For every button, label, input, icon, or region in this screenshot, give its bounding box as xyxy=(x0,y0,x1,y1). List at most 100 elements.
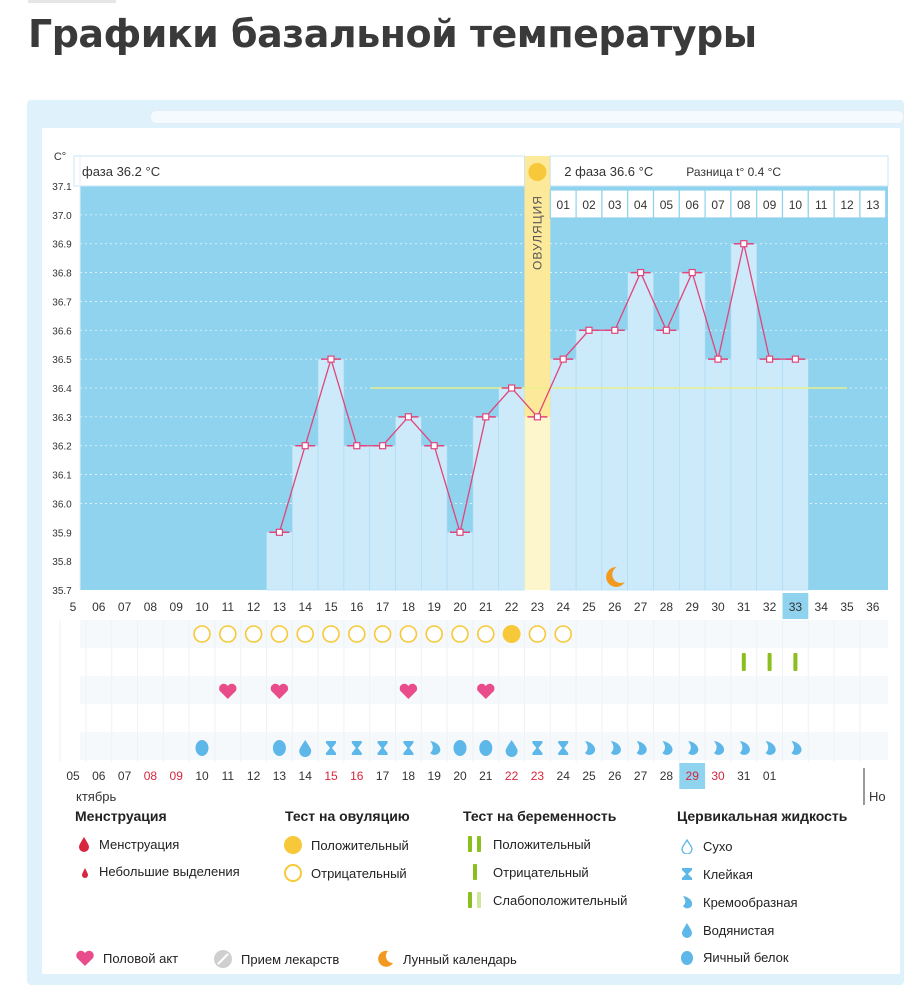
cycle-day-label: 34 xyxy=(815,600,829,614)
cycle-day-label: 25 xyxy=(582,600,596,614)
temperature-point xyxy=(662,326,671,334)
y-tick-label: 37.1 xyxy=(52,182,72,193)
creamy-fluid-icon xyxy=(585,741,596,755)
post-ovulation-day-label: 05 xyxy=(660,198,674,212)
post-ovulation-day-label: 04 xyxy=(634,198,648,212)
calendar-date-label: 22 xyxy=(505,769,519,783)
temp-bar xyxy=(498,387,525,591)
temp-bar xyxy=(549,358,577,591)
ovulation-test-negative-icon xyxy=(554,625,573,643)
legend-cervical-creamy: Кремообразная xyxy=(679,894,798,910)
yellow-circle-icon xyxy=(284,836,302,854)
temperature-point xyxy=(508,384,516,392)
post-ovulation-day-label: 09 xyxy=(763,198,777,212)
temp-bar xyxy=(420,445,448,591)
y-axis-unit: C° xyxy=(54,151,66,163)
cycle-day-label: 12 xyxy=(247,600,261,614)
cycle-day-label: 32 xyxy=(763,600,777,614)
ovulation-test-positive-icon xyxy=(502,625,521,643)
legend-ovulation-positive: Положительный xyxy=(283,835,409,855)
legend-ovulation-positive-label: Положительный xyxy=(311,837,409,853)
post-ovulation-day-cell xyxy=(652,189,680,219)
phase1-box xyxy=(73,155,525,187)
cycle-day-label: 5 xyxy=(70,600,77,614)
legend-intercourse: Половой акт xyxy=(75,949,178,967)
sticky-fluid-icon xyxy=(532,741,543,755)
calendar-date-label: 24 xyxy=(557,769,571,783)
marker-row-bg xyxy=(80,760,888,788)
cycle-day-label: 33 xyxy=(789,600,803,614)
legend-pregnancy-weak: Слабоположительный xyxy=(465,891,627,909)
temp-bar xyxy=(575,329,603,591)
calendar-date-label: 16 xyxy=(350,769,364,783)
legend-cervical-sticky-label: Клейкая xyxy=(703,866,753,882)
ovulation-test-negative-icon xyxy=(476,625,495,643)
calendar-date-label: 08 xyxy=(144,769,158,783)
legend-ovulation-negative-label: Отрицательный xyxy=(311,865,407,881)
temp-bar xyxy=(472,416,499,591)
temp-bar xyxy=(395,416,422,591)
cycle-day-label: 21 xyxy=(479,600,493,614)
calendar-date-label: 18 xyxy=(402,769,416,783)
calendar-date-highlight xyxy=(679,763,706,789)
heart-icon xyxy=(477,683,495,699)
egg-white-icon xyxy=(479,740,493,756)
y-tick-label: 36.9 xyxy=(52,240,72,251)
y-tick-label: 36.1 xyxy=(52,471,72,482)
page-title: Графики базальной температуры xyxy=(28,12,757,56)
y-tick-label: 35.9 xyxy=(52,528,72,539)
legend-cervical-creamy-label: Кремообразная xyxy=(703,894,798,910)
pregnancy-test-icon xyxy=(741,653,746,671)
cycle-day-label: 06 xyxy=(92,600,106,614)
post-ovulation-day-label: 06 xyxy=(686,198,700,212)
y-tick-label: 35.8 xyxy=(52,557,72,568)
egg-white-icon xyxy=(272,740,286,756)
temperature-point xyxy=(533,413,542,421)
post-ovulation-day-label: 11 xyxy=(815,198,828,212)
cycle-day-label: 35 xyxy=(840,600,854,614)
y-tick-label: 36.0 xyxy=(52,499,72,510)
temperature-point xyxy=(636,268,645,277)
temp-bar xyxy=(756,358,783,591)
calendar-date-label: 15 xyxy=(324,769,338,783)
temp-bar xyxy=(782,358,809,591)
legend-pregnancy-negative: Отрицательный xyxy=(465,863,589,881)
calendar-date-label: 06 xyxy=(92,769,106,783)
ovulation-test-negative-icon xyxy=(347,625,366,643)
temperature-point xyxy=(688,268,696,277)
cycle-day-label: 27 xyxy=(634,600,648,614)
legend-pregnancy-negative-label: Отрицательный xyxy=(493,864,589,880)
temp-bar xyxy=(446,531,474,591)
cycle-day-label: 11 xyxy=(222,600,235,614)
difference-label: Разница t° 0.4 °C xyxy=(686,165,781,179)
temperature-point xyxy=(611,326,619,334)
y-tick-label: 35.7 xyxy=(52,586,72,597)
temperature-point xyxy=(559,355,567,363)
yellow-ring-icon xyxy=(284,864,302,882)
creamy-fluid-icon xyxy=(662,741,673,755)
red-drop-icon xyxy=(79,837,89,852)
legend: Менструация Менструация Небольшие выделе… xyxy=(75,808,895,978)
post-ovulation-day-cell xyxy=(704,189,732,219)
double-green-bar-icon xyxy=(468,836,481,852)
creamy-fluid-icon xyxy=(791,741,802,755)
post-ovulation-day-label: 13 xyxy=(866,198,880,212)
y-tick-label: 36.8 xyxy=(52,269,72,280)
creamy-drop-icon xyxy=(683,896,693,909)
legend-moon-label: Лунный календарь xyxy=(403,951,517,967)
cycle-day-label: 22 xyxy=(505,600,519,614)
legend-cervical-title: Цервикальная жидкость xyxy=(677,808,848,824)
horizontal-scrollbar[interactable] xyxy=(150,110,904,124)
heart-icon xyxy=(219,683,237,699)
cycle-day-label: 24 xyxy=(557,600,571,614)
legend-ovulation-negative: Отрицательный xyxy=(283,863,407,883)
creamy-fluid-icon xyxy=(636,741,647,755)
legend-intercourse-label: Половой акт xyxy=(103,950,179,966)
y-tick-label: 36.3 xyxy=(52,413,72,424)
empty-drop-icon xyxy=(681,838,693,854)
post-ovulation-day-label: 08 xyxy=(737,198,751,212)
post-ovulation-day-cell xyxy=(756,189,784,219)
creamy-fluid-icon xyxy=(610,741,621,755)
calendar-date-label: 07 xyxy=(118,769,132,783)
